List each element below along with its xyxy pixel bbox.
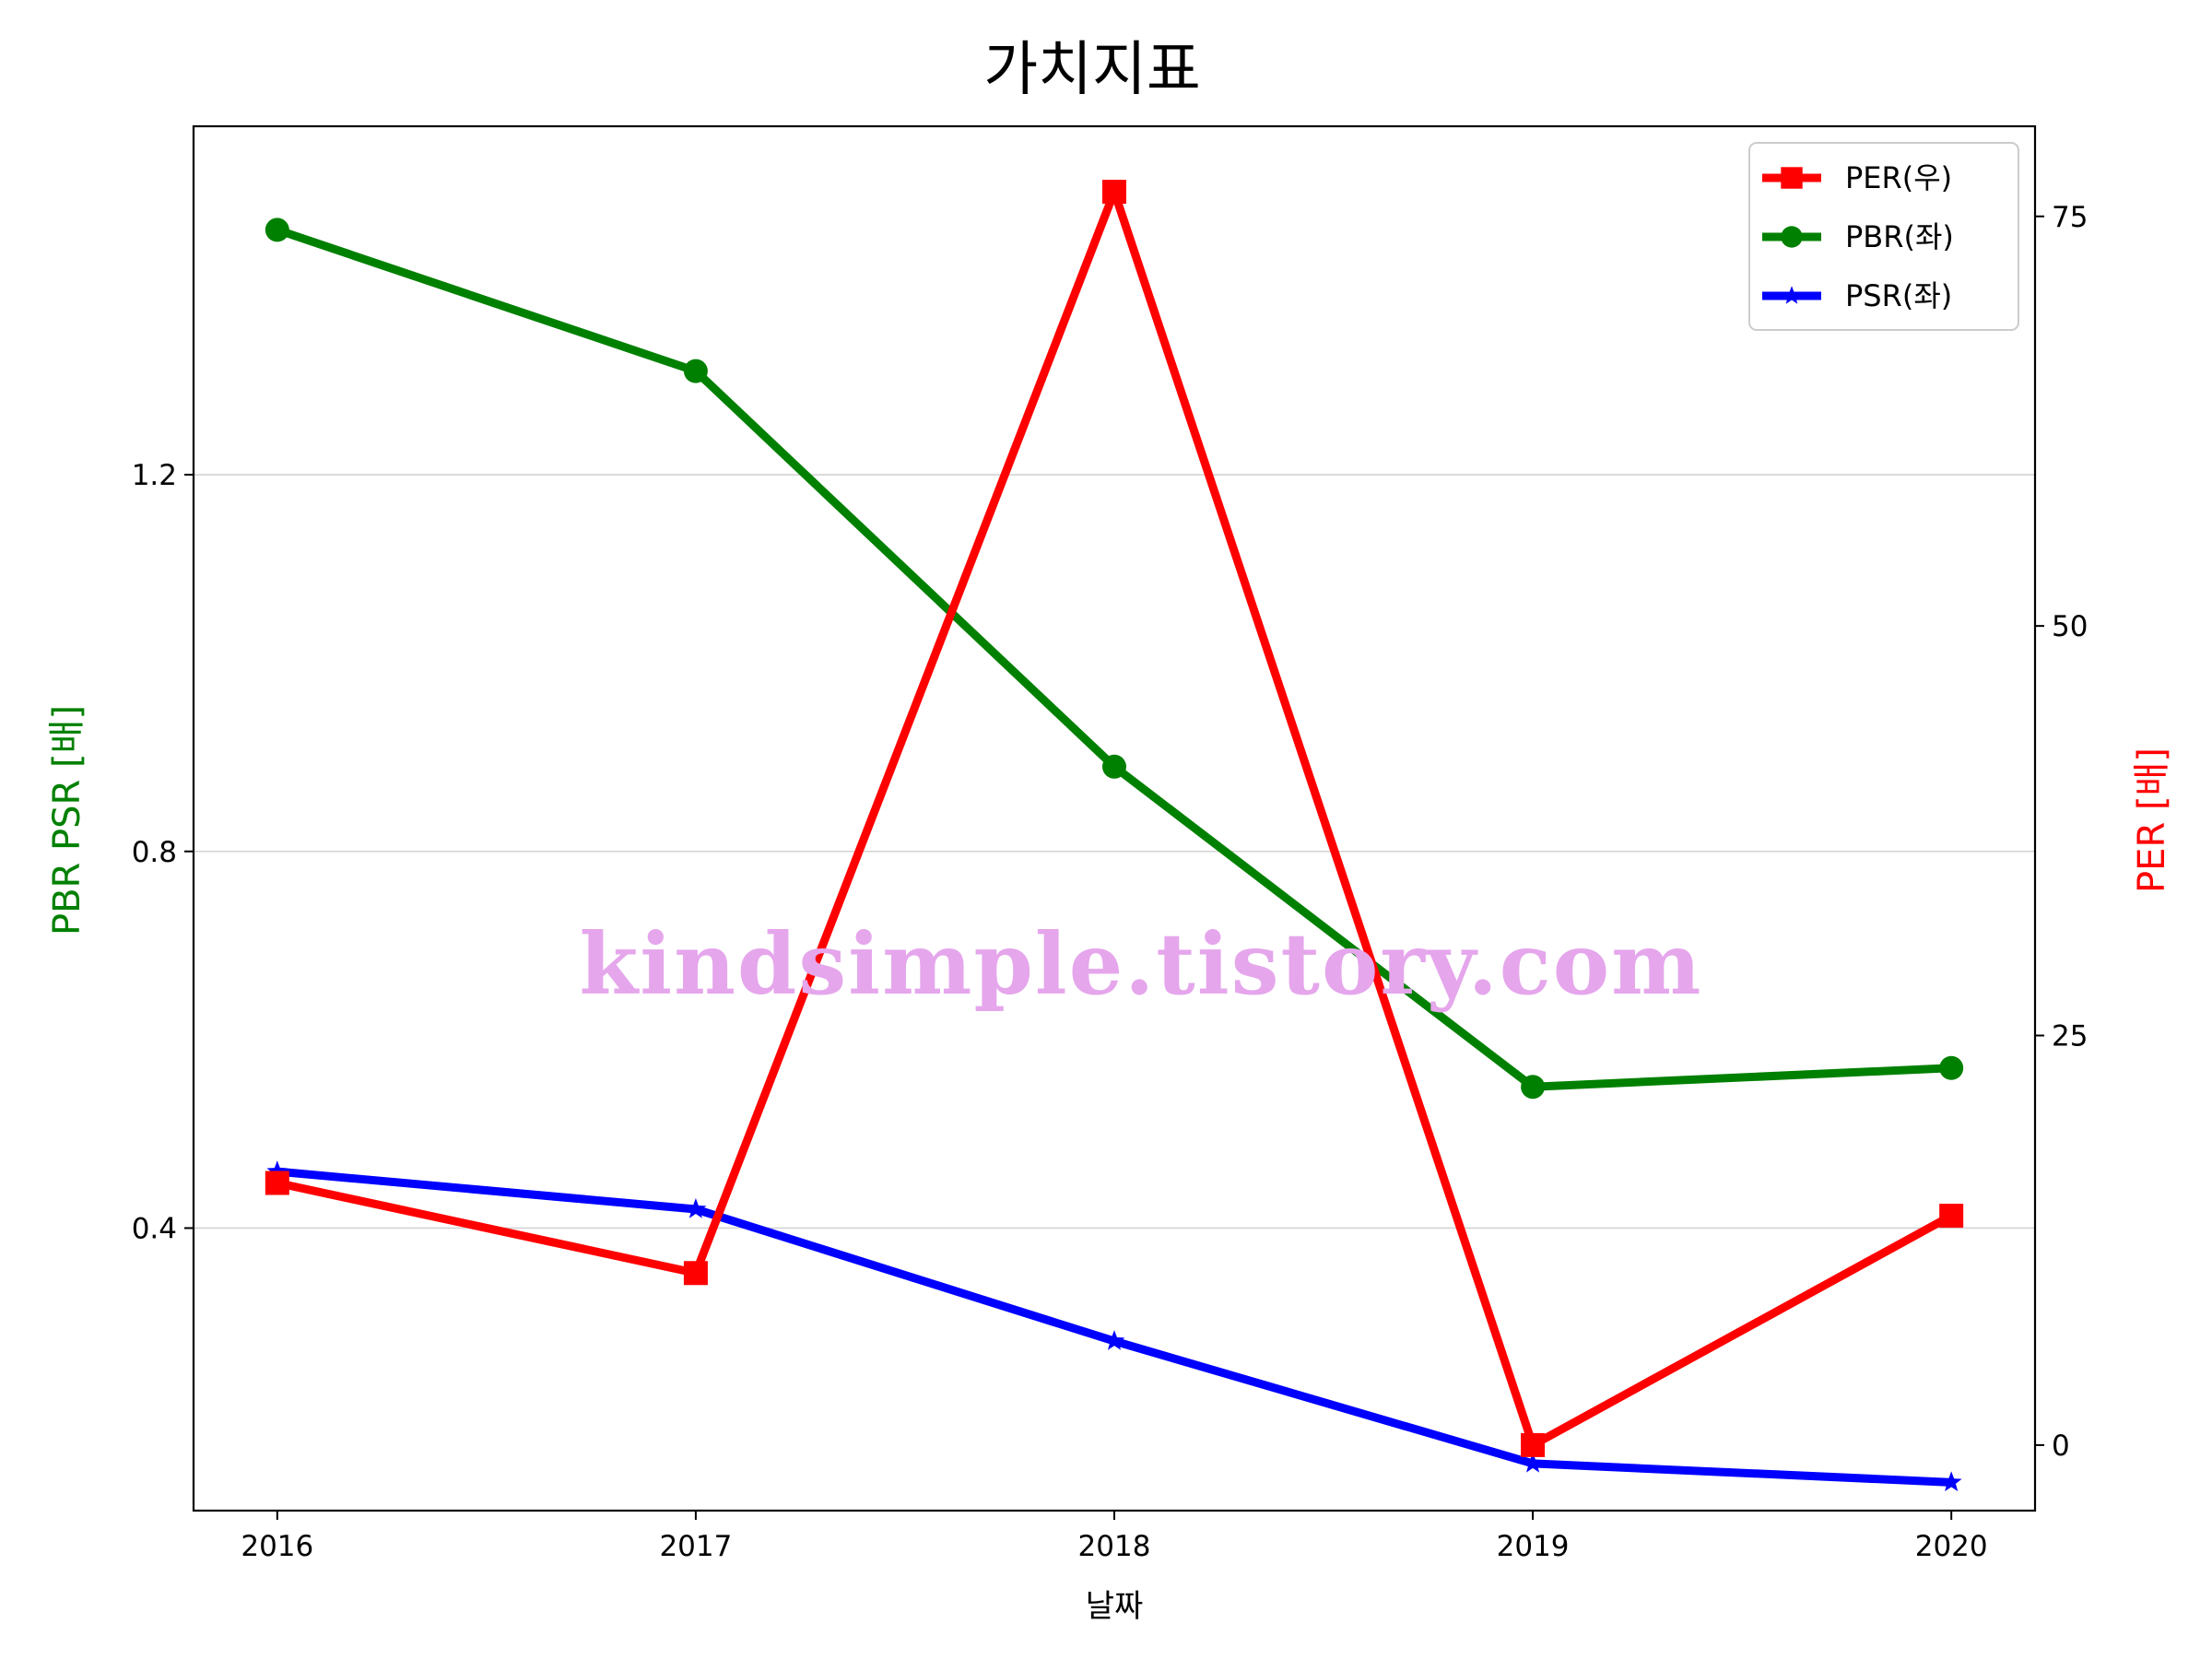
data-point-pbr <box>1521 1075 1546 1100</box>
legend-marker-per <box>1781 167 1803 189</box>
data-point-per <box>1521 1432 1546 1457</box>
data-point-psr <box>1103 1330 1125 1350</box>
left-tick-label: 0.8 <box>132 836 177 869</box>
x-tick-label: 2018 <box>1078 1530 1151 1563</box>
watermark-text: kindsimple.tistory.com <box>579 914 1702 1014</box>
left-tick-label: 0.4 <box>132 1212 177 1245</box>
x-tick-label: 2020 <box>1915 1530 1988 1563</box>
x-axis-label: 날짜 <box>1086 1588 1144 1625</box>
data-point-psr <box>685 1198 707 1218</box>
data-point-pbr <box>265 218 289 242</box>
data-point-psr <box>266 1160 288 1181</box>
data-point-per <box>265 1171 289 1195</box>
right-tick-label: 50 <box>2052 610 2088 643</box>
left-tick-label: 1.2 <box>132 459 177 492</box>
x-tick-label: 2016 <box>241 1530 313 1563</box>
legend-marker-psr <box>1782 286 1802 304</box>
chart-title: 가치지표 <box>983 36 1201 104</box>
right-tick-label: 75 <box>2052 201 2088 234</box>
x-axis-ticks: 2016 2017 2018 2019 2020 <box>241 1511 1988 1563</box>
x-tick-label: 2019 <box>1497 1530 1570 1563</box>
legend-label-psr: PSR(좌) <box>1845 278 1952 313</box>
right-tick-label: 25 <box>2052 1020 2088 1053</box>
data-point-per <box>1939 1204 1964 1229</box>
right-axis-ticks: 0 25 50 75 <box>2035 201 2088 1463</box>
data-point-psr <box>1940 1471 1962 1492</box>
data-point-per <box>1102 180 1126 205</box>
right-axis-label: PER [배] <box>2131 747 2173 893</box>
data-point-pbr <box>683 359 708 383</box>
legend: PER(우) PBR(좌) PSR(좌) <box>1748 142 2019 331</box>
right-tick-label: 0 <box>2052 1430 2070 1463</box>
series-layer <box>265 180 1964 1492</box>
legend-marker-pbr <box>1781 226 1803 248</box>
data-point-pbr <box>1939 1055 1964 1080</box>
legend-label-per: PER(우) <box>1845 160 1952 195</box>
data-point-pbr <box>1102 754 1126 779</box>
legend-label-pbr: PBR(좌) <box>1845 219 1954 254</box>
data-point-psr <box>1522 1452 1544 1473</box>
x-tick-label: 2017 <box>659 1530 732 1563</box>
left-axis-label: PBR PSR [배] <box>46 705 88 935</box>
legend-box <box>1748 142 2019 331</box>
left-axis-ticks: 0.4 0.8 1.2 <box>132 459 194 1245</box>
data-point-per <box>683 1261 708 1286</box>
